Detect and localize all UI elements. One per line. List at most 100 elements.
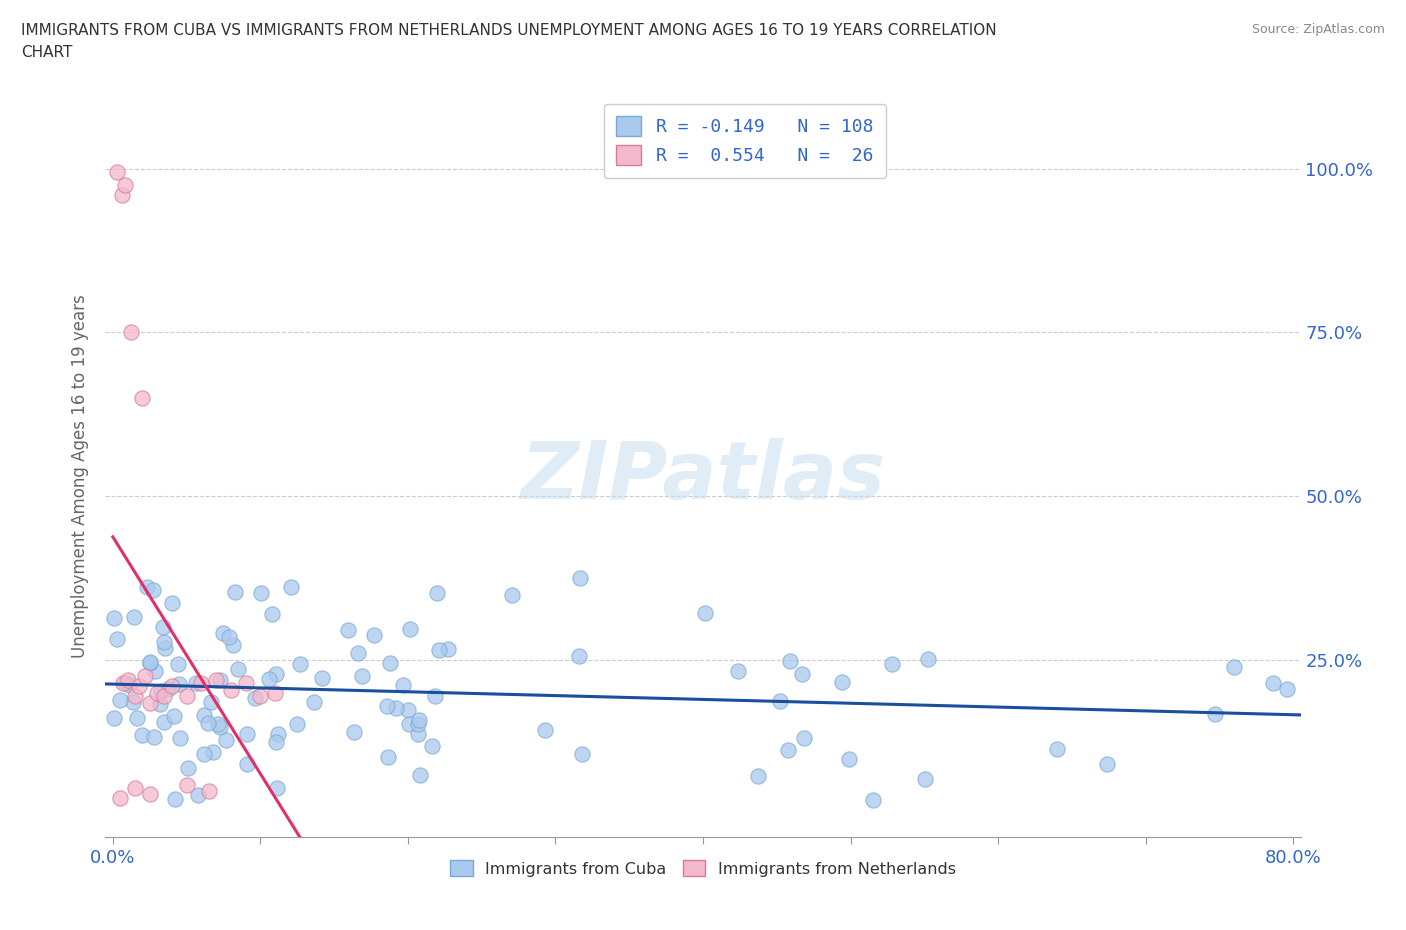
Point — [122, 610, 145, 625]
Point — [122, 694, 145, 709]
Point — [1095, 756, 1118, 771]
Point — [166, 657, 188, 671]
Point — [124, 780, 146, 795]
Point — [280, 579, 302, 594]
Point — [219, 682, 242, 697]
Point — [422, 739, 444, 754]
Point — [380, 656, 402, 671]
Point — [176, 777, 198, 792]
Point — [215, 733, 238, 748]
Point — [425, 689, 447, 704]
Point — [197, 715, 219, 730]
Point — [249, 586, 271, 601]
Point — [167, 676, 190, 691]
Point — [534, 722, 557, 737]
Point — [267, 726, 290, 741]
Point — [917, 652, 939, 667]
Point — [568, 649, 591, 664]
Point — [187, 787, 209, 802]
Point — [105, 165, 128, 179]
Point — [160, 595, 183, 610]
Point — [186, 676, 208, 691]
Point — [138, 696, 160, 711]
Point — [193, 708, 215, 723]
Point — [727, 664, 749, 679]
Point — [209, 720, 232, 735]
Text: IMMIGRANTS FROM CUBA VS IMMIGRANTS FROM NETHERLANDS UNEMPLOYMENT AMONG AGES 16 T: IMMIGRANTS FROM CUBA VS IMMIGRANTS FROM … — [21, 23, 997, 38]
Point — [160, 679, 183, 694]
Point — [177, 761, 200, 776]
Point — [114, 676, 136, 691]
Point — [426, 585, 449, 600]
Point — [152, 714, 174, 729]
Point — [257, 671, 280, 686]
Point — [156, 682, 179, 697]
Point — [406, 717, 429, 732]
Point — [437, 642, 460, 657]
Point — [285, 717, 308, 732]
Point — [501, 588, 523, 603]
Point — [385, 701, 408, 716]
Point — [222, 638, 245, 653]
Point — [262, 606, 284, 621]
Point — [138, 787, 160, 802]
Point — [343, 725, 366, 740]
Point — [236, 726, 259, 741]
Point — [311, 671, 333, 685]
Point — [409, 767, 432, 782]
Point — [337, 622, 360, 637]
Point — [882, 657, 904, 671]
Point — [914, 771, 936, 786]
Point — [193, 747, 215, 762]
Text: Source: ZipAtlas.com: Source: ZipAtlas.com — [1251, 23, 1385, 36]
Point — [377, 750, 399, 764]
Point — [111, 188, 134, 203]
Point — [131, 391, 153, 405]
Point — [235, 675, 257, 690]
Point — [302, 695, 325, 710]
Point — [153, 641, 176, 656]
Point — [776, 742, 799, 757]
Point — [347, 645, 370, 660]
Point — [1204, 707, 1226, 722]
Point — [149, 684, 172, 698]
Point — [153, 689, 176, 704]
Legend: Immigrants from Cuba, Immigrants from Netherlands: Immigrants from Cuba, Immigrants from Ne… — [444, 854, 962, 883]
Point — [352, 669, 374, 684]
Point — [363, 628, 385, 643]
Point — [427, 643, 450, 658]
Point — [103, 611, 125, 626]
Text: CHART: CHART — [21, 45, 73, 60]
Point — [152, 619, 174, 634]
Point — [105, 631, 128, 646]
Point — [406, 726, 429, 741]
Point — [693, 606, 716, 621]
Point — [408, 712, 430, 727]
Point — [139, 655, 162, 670]
Point — [207, 716, 229, 731]
Point — [212, 625, 235, 640]
Point — [135, 579, 157, 594]
Point — [176, 689, 198, 704]
Point — [569, 571, 592, 586]
Point — [290, 657, 312, 671]
Point — [264, 667, 287, 682]
Point — [125, 711, 148, 725]
Point — [131, 727, 153, 742]
Point — [118, 677, 141, 692]
Point — [142, 729, 165, 744]
Point — [1261, 676, 1284, 691]
Point — [375, 699, 398, 714]
Point — [149, 697, 172, 711]
Point — [396, 703, 419, 718]
Point — [163, 708, 186, 723]
Point — [235, 757, 257, 772]
Point — [120, 326, 142, 340]
Point — [264, 685, 287, 700]
Point — [143, 663, 166, 678]
Point — [169, 730, 191, 745]
Point — [128, 679, 150, 694]
Point — [249, 689, 271, 704]
Point — [398, 622, 420, 637]
Point — [163, 791, 186, 806]
